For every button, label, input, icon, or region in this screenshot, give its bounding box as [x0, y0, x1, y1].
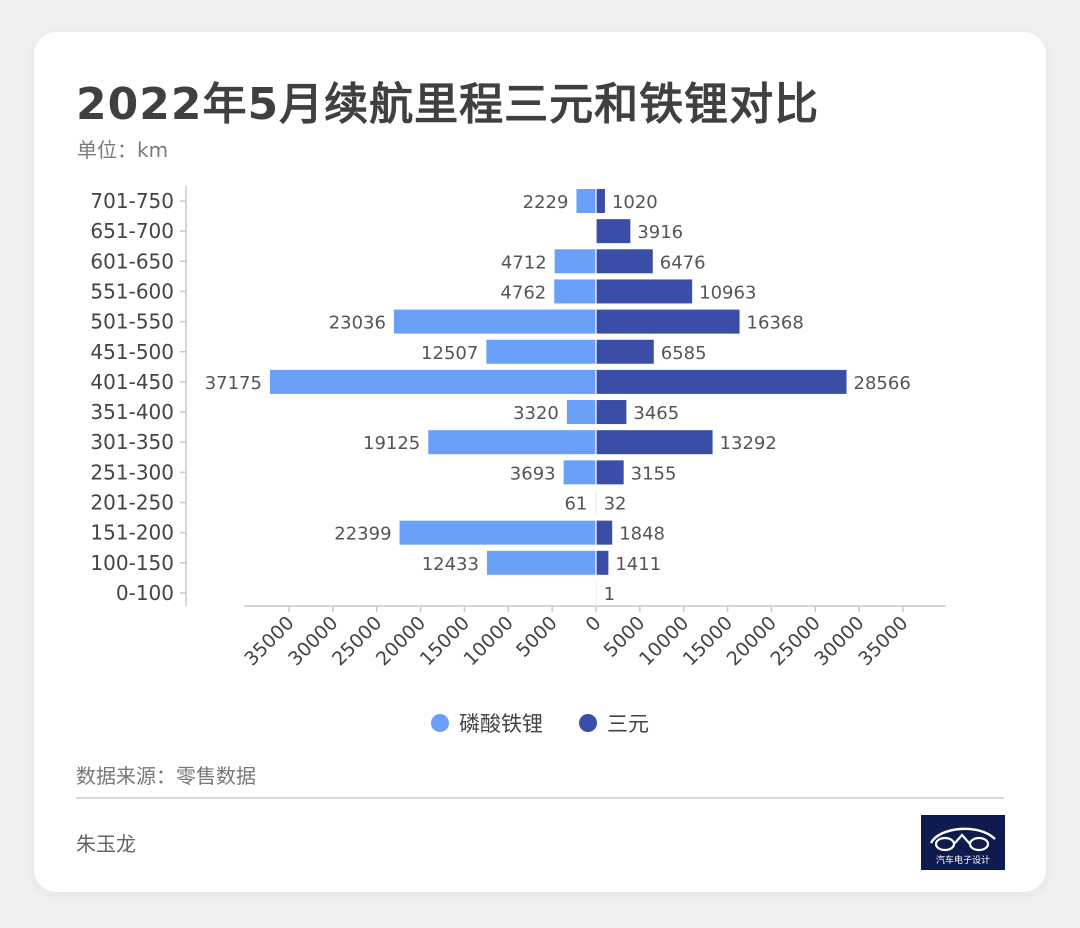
data-label-lfp: 4712	[501, 252, 547, 273]
y-tick-label: 201-250	[90, 491, 174, 515]
data-source: 数据来源：零售数据	[76, 764, 256, 788]
bar-lfp	[566, 400, 596, 425]
data-label-ncm: 1848	[619, 524, 665, 545]
bar-lfp	[576, 189, 596, 213]
car-logo-icon	[929, 827, 996, 852]
y-tick-label: 251-300	[90, 460, 174, 484]
data-label-ncm: 6476	[660, 252, 706, 273]
legend-label-ncm: 三元	[607, 712, 649, 736]
y-tick-label: 401-450	[90, 370, 174, 394]
logo-text: 汽车电子设计	[935, 856, 990, 866]
chart-title: 2022年5月续航里程三元和铁锂对比	[76, 79, 820, 130]
footer-divider	[76, 797, 1004, 799]
bar-lfp	[428, 430, 596, 455]
bar-ncm	[596, 279, 693, 304]
y-tick-label: 100-150	[90, 551, 174, 575]
data-label-lfp: 4762	[500, 282, 546, 303]
legend-item-ncm[interactable]: 三元	[579, 708, 649, 738]
legend-item-lfp[interactable]: 磷酸铁锂	[431, 708, 543, 738]
x-tick-label: 5000	[512, 612, 562, 662]
x-tick-label: 35000	[854, 612, 912, 670]
bar-ncm	[596, 550, 609, 575]
data-label-ncm: 3916	[637, 222, 683, 243]
butterfly-bar-chart: 701-750 651-700 601-650 551-600 501-550 451-5…	[90, 186, 946, 670]
bar-ncm	[596, 339, 654, 364]
bar-ncm	[596, 309, 740, 334]
data-label-ncm: 6585	[661, 343, 707, 364]
data-label-lfp: 3320	[513, 403, 559, 424]
data-label-lfp: 12433	[422, 554, 479, 575]
bar-lfp	[486, 339, 596, 364]
bar-lfp	[269, 369, 596, 394]
data-label-ncm: 3465	[633, 403, 679, 424]
data-label-lfp: 3693	[510, 463, 556, 484]
chart-legend: 磷酸铁锂 三元	[0, 708, 1080, 738]
y-tick-label: 301-350	[90, 430, 174, 454]
data-label-lfp: 61	[564, 494, 587, 515]
legend-swatch-lfp	[431, 714, 449, 732]
data-label-ncm: 1	[604, 584, 615, 605]
y-tick-label: 701-750	[90, 189, 174, 213]
data-label-ncm: 28566	[854, 373, 911, 394]
y-tick-label: 651-700	[90, 219, 174, 243]
chart-card	[34, 32, 1046, 892]
y-tick-label: 551-600	[90, 279, 174, 303]
data-label-lfp: 37175	[205, 373, 262, 394]
bar-lfp	[393, 309, 596, 334]
data-label-ncm: 3155	[631, 463, 677, 484]
author-name: 朱玉龙	[76, 832, 136, 856]
y-tick-label: 451-500	[90, 340, 174, 364]
bar-ncm	[596, 189, 605, 213]
data-label-lfp: 19125	[363, 433, 420, 454]
data-label-lfp: 23036	[329, 313, 386, 334]
y-tick-label: 501-550	[90, 310, 174, 334]
data-label-lfp: 22399	[334, 524, 391, 545]
bar-ncm	[596, 369, 847, 394]
data-label-ncm: 10963	[699, 282, 756, 303]
bar-ncm	[596, 520, 613, 545]
bar-ncm	[596, 400, 627, 425]
y-tick-label: 351-400	[90, 400, 174, 424]
bar-ncm	[596, 460, 624, 485]
data-label-lfp: 12507	[421, 343, 478, 364]
bar-ncm	[596, 249, 653, 274]
data-label-ncm: 1020	[612, 192, 658, 213]
bar-ncm	[596, 430, 713, 455]
data-label-ncm: 1411	[615, 554, 661, 575]
bar-lfp	[399, 520, 596, 545]
data-label-ncm: 16368	[747, 313, 804, 334]
x-tick-label: 10000	[460, 612, 518, 670]
bar-lfp	[486, 550, 596, 575]
data-label-ncm: 13292	[720, 433, 777, 454]
brand-logo: 汽车电子设计	[921, 815, 1005, 870]
y-tick-label: 601-650	[90, 249, 174, 273]
bar-lfp	[554, 249, 596, 274]
bar-lfp	[554, 279, 596, 304]
y-tick-label: 151-200	[90, 521, 174, 545]
legend-swatch-ncm	[579, 714, 597, 732]
bar-lfp	[563, 460, 596, 485]
data-label-lfp: 2229	[523, 192, 569, 213]
y-tick-label: 0-100	[116, 581, 174, 605]
legend-label-lfp: 磷酸铁锂	[459, 712, 543, 736]
bar-ncm	[596, 219, 631, 244]
data-label-ncm: 32	[604, 494, 627, 515]
x-tick-label: 0	[581, 612, 605, 636]
unit-label: 单位：km	[77, 138, 169, 162]
